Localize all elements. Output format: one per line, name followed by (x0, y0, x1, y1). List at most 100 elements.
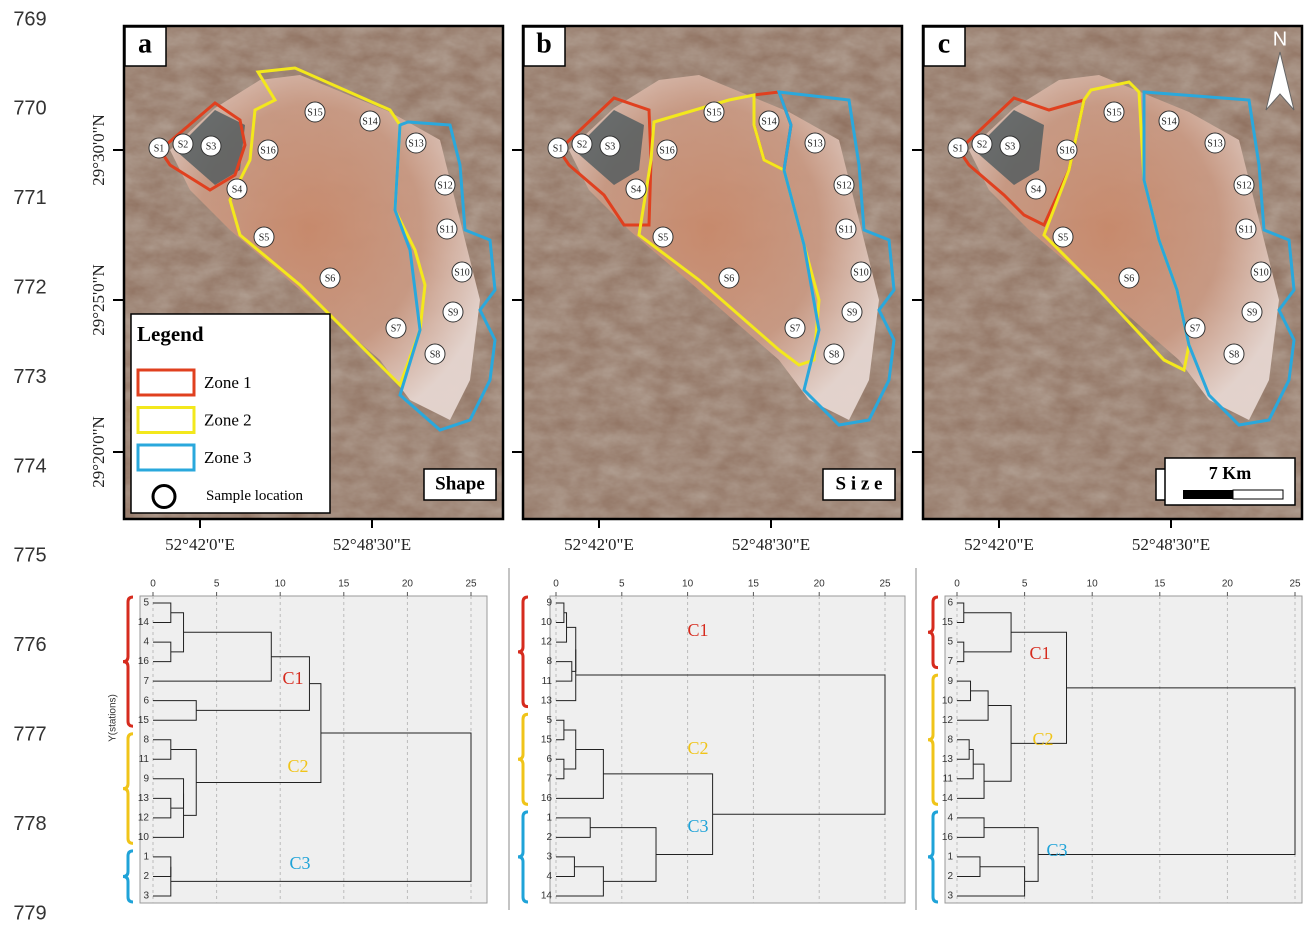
x-tick-label: 25 (465, 579, 477, 590)
station-label: S10 (1253, 267, 1269, 278)
station-label: S8 (1229, 349, 1240, 360)
station-label: S16 (260, 145, 276, 156)
panel-letter: b (536, 28, 552, 59)
x-tick-label: 5 (214, 579, 220, 590)
leaf-label: 4 (947, 813, 953, 824)
x-tick-label: 20 (814, 579, 826, 590)
line-number: 769 (13, 8, 46, 30)
station-label: S5 (1058, 232, 1069, 243)
station-label: S4 (1031, 184, 1042, 195)
leaf-label: 13 (138, 793, 150, 804)
scale-bar-black (1183, 490, 1233, 499)
cluster-bracket (518, 714, 528, 804)
station-label: S4 (232, 184, 243, 195)
station-label: S11 (439, 224, 454, 235)
map-image (523, 26, 902, 519)
leaf-label: 3 (947, 891, 953, 902)
cluster-label: C2 (287, 756, 308, 776)
latitude-label: 29°30'0"N (89, 114, 108, 186)
line-number: 776 (13, 634, 46, 656)
x-tick-label: 5 (1022, 579, 1028, 590)
leaf-label: 12 (138, 813, 150, 824)
line-number: 770 (13, 98, 46, 120)
station-label: S10 (454, 267, 470, 278)
leaf-label: 8 (143, 734, 149, 745)
x-tick-label: 20 (402, 579, 414, 590)
plot-area (945, 596, 1302, 903)
x-tick-label: 0 (553, 579, 559, 590)
leaf-label: 2 (546, 832, 552, 843)
x-tick-label: 10 (275, 579, 287, 590)
cluster-bracket (123, 597, 133, 726)
station-label: S4 (631, 184, 642, 195)
leaf-label: 9 (947, 676, 953, 687)
cluster-label: C1 (687, 620, 708, 640)
station-label: S16 (1059, 145, 1075, 156)
x-tick-label: 15 (748, 579, 760, 590)
leaf-label: 7 (947, 656, 953, 667)
y-axis-label: Y(stations) (108, 694, 119, 742)
line-number: 775 (13, 545, 46, 567)
station-label: S14 (761, 116, 777, 127)
station-label: S11 (1238, 224, 1253, 235)
cluster-bracket (928, 597, 938, 668)
station-label: S11 (838, 224, 853, 235)
leaf-label: 6 (143, 695, 149, 706)
station-label: S8 (430, 349, 441, 360)
scale-bar-white (1233, 490, 1283, 499)
leaf-label: 15 (942, 617, 954, 628)
leaf-label: 12 (541, 637, 553, 648)
station-label: S1 (553, 143, 564, 154)
leaf-label: 4 (546, 871, 552, 882)
station-label: S3 (605, 141, 616, 152)
leaf-label: 10 (138, 832, 150, 843)
leaf-label: 6 (947, 598, 953, 609)
figure: 769770771772773774775776777778779S1S2S3S… (0, 0, 1312, 928)
leaf-label: 13 (541, 695, 553, 706)
legend-item: Zone 2 (204, 410, 252, 429)
line-number: 779 (13, 902, 46, 924)
station-label: S6 (325, 273, 336, 284)
legend-item: Zone 3 (204, 448, 252, 467)
x-tick-label: 0 (150, 579, 156, 590)
station-label: S7 (1190, 323, 1201, 334)
cluster-label: C2 (687, 738, 708, 758)
cluster-label: C3 (289, 853, 310, 873)
leaf-label: 2 (947, 871, 953, 882)
x-tick-label: 25 (879, 579, 891, 590)
leaf-label: 1 (546, 813, 552, 824)
leaf-label: 8 (546, 656, 552, 667)
station-label: S2 (178, 139, 189, 150)
line-number: 771 (13, 187, 46, 209)
leaf-label: 15 (138, 715, 150, 726)
x-tick-label: 25 (1289, 579, 1301, 590)
panel-letter: c (938, 28, 950, 59)
station-label: S2 (577, 139, 588, 150)
longitude-label: 52°42'0"E (564, 535, 634, 554)
x-tick-label: 15 (1154, 579, 1166, 590)
x-tick-label: 0 (954, 579, 960, 590)
cluster-bracket (518, 812, 528, 902)
station-label: S14 (362, 116, 378, 127)
station-label: S8 (829, 349, 840, 360)
leaf-label: 8 (947, 734, 953, 745)
leaf-label: 14 (942, 793, 954, 804)
latitude-label: 29°20'0"N (89, 416, 108, 488)
panel-title: Shape (435, 473, 485, 494)
station-label: S15 (1106, 107, 1122, 118)
cluster-label: C1 (282, 668, 303, 688)
panel-title: S i z e (836, 473, 883, 494)
station-label: S12 (437, 180, 453, 191)
station-label: S15 (706, 107, 722, 118)
cluster-label: C1 (1029, 643, 1050, 663)
scale-label: 7 Km (1209, 463, 1252, 483)
panel-letter: a (138, 28, 152, 59)
leaf-label: 16 (138, 656, 150, 667)
leaf-label: 16 (541, 793, 553, 804)
leaf-label: 11 (943, 773, 954, 784)
leaf-label: 9 (546, 598, 552, 609)
station-label: S12 (836, 180, 852, 191)
x-tick-label: 10 (682, 579, 694, 590)
cluster-label: C3 (687, 816, 708, 836)
station-label: S1 (154, 143, 165, 154)
